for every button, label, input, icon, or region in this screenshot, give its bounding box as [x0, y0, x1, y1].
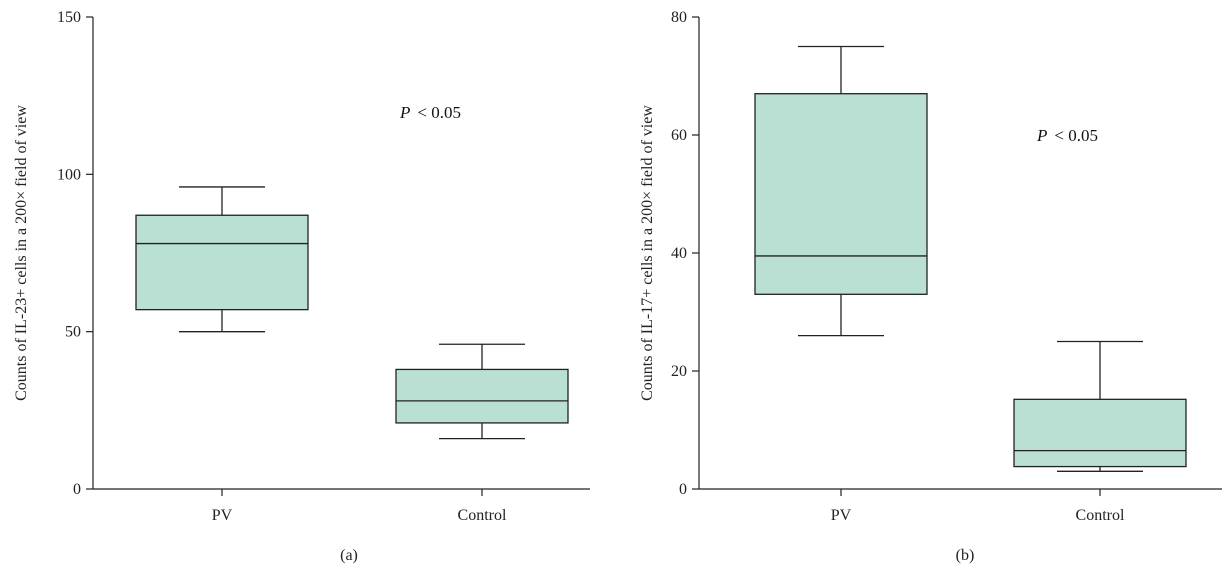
box-pv [754, 93, 928, 295]
p-threshold: < 0.05 [1054, 126, 1098, 145]
y-axis-title: Counts of IL-17+ cells in a 200× field o… [639, 105, 656, 401]
box-pv [135, 214, 309, 311]
y-tick-label: 100 [57, 166, 81, 183]
panel-label: (b) [956, 547, 975, 564]
y-tick-label: 80 [671, 9, 687, 26]
box-control [395, 368, 569, 424]
y-tick-label: 0 [73, 481, 81, 498]
panel-label: (a) [340, 547, 358, 564]
y-axis-title: Counts of IL-23+ cells in a 200× field o… [13, 105, 30, 401]
p-symbol: P [399, 103, 410, 122]
y-tick-label: 20 [671, 363, 687, 380]
p-threshold: < 0.05 [417, 103, 461, 122]
p-symbol: P [1036, 126, 1047, 145]
x-category-label: PV [212, 507, 233, 524]
box-control [1013, 398, 1187, 468]
y-tick-label: 60 [671, 127, 687, 144]
y-tick-label: 150 [57, 9, 81, 26]
p-value-annotation: P < 0.05 [1036, 126, 1098, 145]
x-category-label: PV [831, 507, 852, 524]
x-category-label: Control [458, 507, 507, 524]
x-category-label: Control [1076, 507, 1125, 524]
y-tick-label: 40 [671, 245, 687, 262]
y-tick-label: 0 [679, 481, 687, 498]
y-tick-label: 50 [65, 324, 81, 341]
p-value-annotation: P < 0.05 [399, 103, 461, 122]
